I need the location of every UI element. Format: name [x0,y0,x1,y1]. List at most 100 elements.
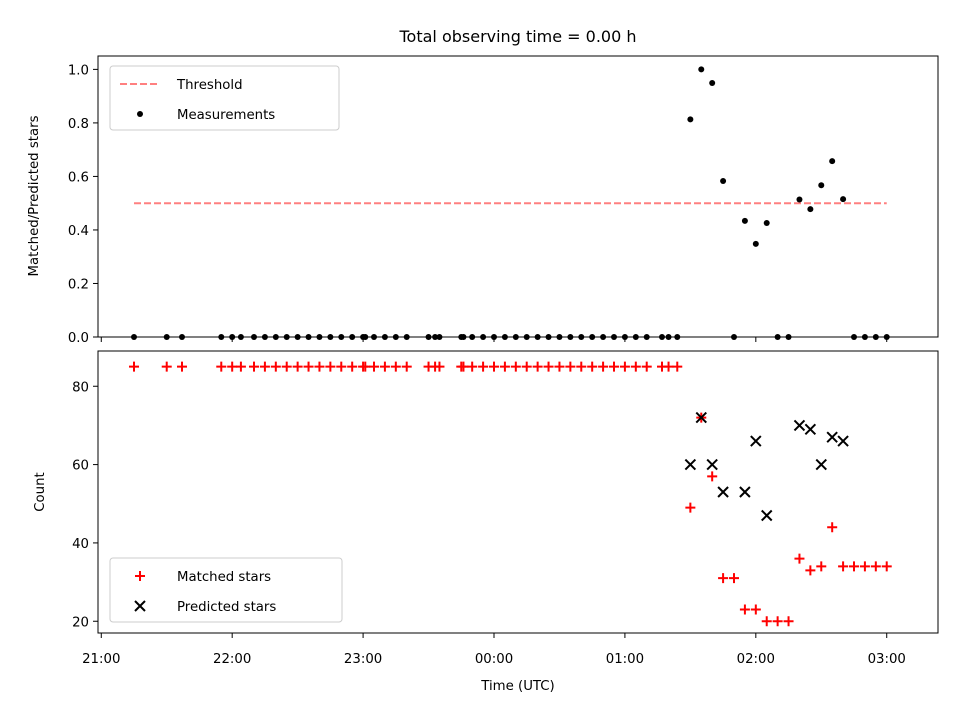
matched-star-marker [458,361,469,372]
bottom-panel: 21:00 22:00 23:00 00:00 01:00 02:00 03:00 20 40 6… [72,350,939,667]
matched-star-marker [401,361,412,372]
matched-star-marker [707,471,718,482]
legend-swatch [137,111,143,117]
matched-star-marker [499,361,510,372]
matched-star-marker [314,361,325,372]
measurement-point [403,334,410,340]
measurement-point [294,334,301,340]
matched-star-marker [685,502,696,513]
legend-label: Predicted stars [177,600,276,615]
y-tick-label: 0.0 [68,331,89,346]
matched-star-marker [360,361,371,372]
matched-star-marker [347,361,358,372]
measurement-point [785,334,792,340]
matched-star-marker [805,565,816,576]
matched-star-marker [177,361,187,372]
measurement-point [362,334,369,340]
measurement-point [872,334,879,340]
predicted-star-marker [826,431,838,443]
matched-star-marker [816,561,827,572]
y-tick-label: 0.8 [68,117,89,132]
legend-swatch [134,600,146,612]
predicted-star-marker [804,423,817,436]
matched-star-marker [235,361,246,372]
predicted-star-marker [706,458,718,471]
measurement-point [371,334,377,340]
measurement-point [436,334,443,340]
matched-star-marker [772,616,783,627]
y-axis-label-top: Matched/Predicted stars [27,115,42,276]
measurement-point [545,334,552,340]
legend-top: Threshold Measurements [109,65,340,131]
measurement-point [460,334,467,340]
measurement-point [501,334,508,340]
measurement-point [381,334,388,340]
matched-star-marker [325,361,336,372]
measurement-point [491,334,497,340]
predicted-star-marker [750,435,762,447]
predicted-star-marker [717,486,729,498]
measurement-point [338,334,345,340]
measurement-point [829,158,836,165]
measurement-point [469,334,476,340]
matched-star-marker [281,361,292,372]
matched-star-marker [259,361,270,372]
measurement-point [163,334,170,340]
y-tick-label: 40 [72,537,89,552]
matched-star-marker [510,361,521,372]
y-tick-label: 0.6 [68,170,89,185]
series-measurements [131,66,890,340]
measurement-point [578,334,585,340]
matched-star-marker [434,361,445,372]
predicted-star-marker [684,458,697,471]
measurement-point [283,334,290,340]
measurement-point [349,334,356,340]
legend-label: Measurements [177,108,275,123]
measurement-point [556,334,563,340]
matched-star-marker [783,616,794,627]
matched-star-marker [663,361,674,372]
measurement-point [131,334,137,340]
matched-star-marker [227,361,238,372]
matched-star-marker [619,361,630,372]
x-tick-label: 21:00 [82,652,120,667]
matched-star-marker [336,361,347,372]
measurement-point [632,334,639,340]
matched-star-marker [718,573,729,584]
matched-star-marker [303,361,314,372]
measurement-point [774,334,781,340]
x-tick-label: 00:00 [475,652,513,667]
chart-title: Total observing time = 0.00 h [398,27,636,46]
measurement-point [643,334,650,340]
measurement-point [807,206,814,213]
predicted-star-marker [837,435,849,447]
predicted-star-marker [761,509,773,522]
y-tick-label: 0.4 [68,224,89,239]
matched-star-marker [881,561,892,572]
measurement-point [674,334,681,340]
matched-star-marker [598,361,609,372]
measurement-point [512,334,519,340]
legend-box [109,65,340,131]
legend-swatch [135,571,145,581]
measurement-point [861,334,868,340]
measurement-point [392,334,399,340]
matched-star-marker [750,604,761,615]
measurement-point [218,334,225,340]
matched-star-marker [543,361,554,372]
measurement-point [709,80,716,87]
measurement-point [567,334,574,340]
matched-star-marker [489,361,499,372]
x-tick-label: 22:00 [213,652,251,667]
matched-star-marker [859,561,870,572]
matched-star-marker [576,361,587,372]
matched-star-marker [216,361,227,372]
predicted-star-marker [695,411,707,424]
measurement-point [589,334,596,340]
predicted-star-marker [815,458,827,471]
legend-box [109,557,343,623]
x-tick-label: 03:00 [868,652,906,667]
matched-star-marker [630,361,641,372]
matched-star-marker [379,361,390,372]
matched-star-marker [270,361,281,372]
